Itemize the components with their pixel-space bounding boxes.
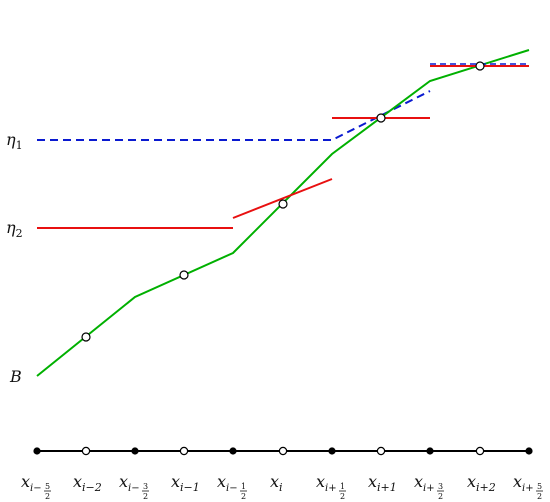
x-label-fraction-denominator: 2 xyxy=(143,492,148,501)
axis-node-interface xyxy=(328,447,336,455)
eta1-label: η1 xyxy=(6,130,23,152)
axis-node-interface xyxy=(525,447,533,455)
profile-sample-point xyxy=(376,113,386,123)
x-label-fraction-numerator: 5 xyxy=(45,482,50,491)
profile-sample-point xyxy=(278,199,288,209)
axis-node-interface xyxy=(426,447,434,455)
profile-sample-point xyxy=(475,61,485,71)
x-label-fraction-denominator: 2 xyxy=(340,492,345,501)
axis-node-interface xyxy=(131,447,139,455)
x-label-fraction-denominator: 2 xyxy=(45,492,50,501)
axis-node-center xyxy=(81,446,91,456)
eta1-dashed-line xyxy=(37,90,431,141)
x-label-center: xi xyxy=(270,472,283,494)
axis-node-center xyxy=(376,446,386,456)
axis-node-interface xyxy=(33,447,41,455)
eta2-label: η2 xyxy=(6,218,23,240)
x-label-interface: xi+ xyxy=(316,472,337,494)
axis-node-center xyxy=(278,446,288,456)
x-label-fraction-numerator: 5 xyxy=(537,482,542,491)
x-label-fraction-denominator: 2 xyxy=(537,492,542,501)
x-label-center: xi−1 xyxy=(171,472,200,494)
x-label-center: xi−2 xyxy=(73,472,102,494)
x-label-interface: xi− xyxy=(119,472,140,494)
x-label-fraction-denominator: 2 xyxy=(438,492,443,501)
x-label-fraction-numerator: 3 xyxy=(438,482,443,491)
x-label-interface: xi+ xyxy=(414,472,435,494)
bottom-profile-line xyxy=(36,49,530,377)
profile-sample-point xyxy=(81,332,91,342)
x-label-fraction-numerator: 1 xyxy=(241,482,246,491)
bottom-label: B xyxy=(9,367,22,386)
x-label-fraction-numerator: 1 xyxy=(340,482,345,491)
x-label-fraction-numerator: 3 xyxy=(143,482,148,491)
axis-node-center xyxy=(179,446,189,456)
axis-node-center xyxy=(475,446,485,456)
x-label-interface: xi− xyxy=(21,472,42,494)
x-label-fraction-denominator: 2 xyxy=(241,492,246,501)
axis-node-interface xyxy=(229,447,237,455)
x-label-center: xi+2 xyxy=(467,472,496,494)
reconstruction-segment xyxy=(232,178,333,219)
x-label-center: xi+1 xyxy=(368,472,397,494)
x-label-interface: xi− xyxy=(217,472,238,494)
x-label-interface: xi+ xyxy=(513,472,534,494)
profile-sample-point xyxy=(179,270,189,280)
